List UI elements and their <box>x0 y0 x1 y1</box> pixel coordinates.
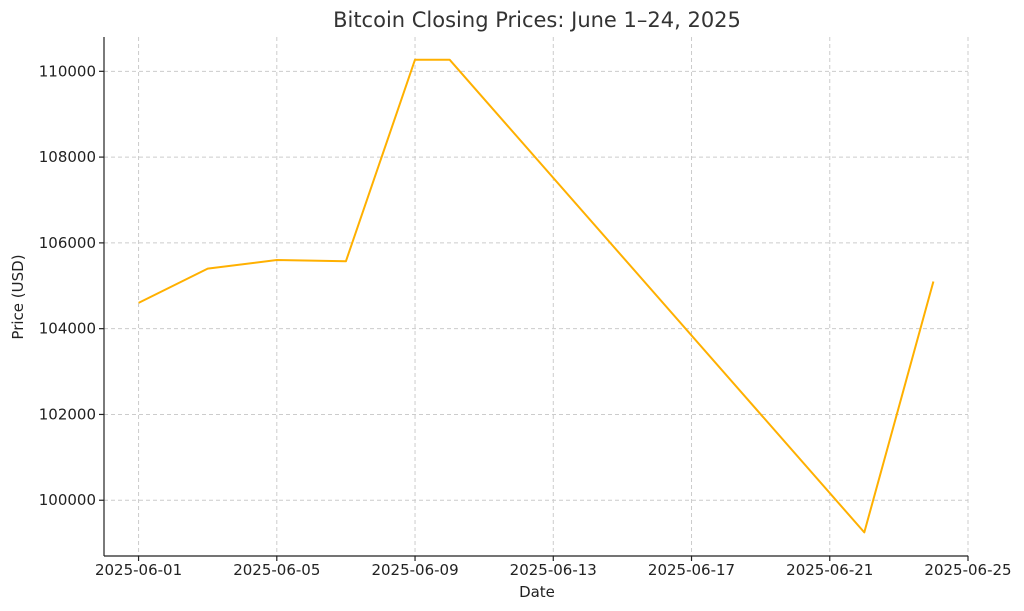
chart-title: Bitcoin Closing Prices: June 1–24, 2025 <box>333 8 741 32</box>
y-axis-label: Price (USD) <box>9 254 27 339</box>
x-tick-label: 2025-06-01 <box>95 561 182 579</box>
axes: 2025-06-01 2025-06-05 2025-06-09 2025-06-13… <box>39 37 1012 579</box>
y-tick-label: 102000 <box>39 405 96 423</box>
x-tick-label: 2025-06-25 <box>924 561 1011 579</box>
y-tick-label: 100000 <box>39 491 96 509</box>
grid <box>104 37 969 556</box>
x-tick-label: 2025-06-09 <box>371 561 458 579</box>
x-tick-label: 2025-06-17 <box>648 561 735 579</box>
x-axis-label: Date <box>519 583 555 601</box>
x-tick-label: 2025-06-21 <box>786 561 873 579</box>
x-tick-label: 2025-06-13 <box>510 561 597 579</box>
series <box>138 58 935 534</box>
x-tick-label: 2025-06-05 <box>233 561 320 579</box>
y-tick-label: 110000 <box>39 62 96 80</box>
y-tick-label: 108000 <box>39 148 96 166</box>
y-tick-label: 104000 <box>39 320 96 338</box>
y-tick-label: 106000 <box>39 234 96 252</box>
price-line <box>138 58 935 534</box>
